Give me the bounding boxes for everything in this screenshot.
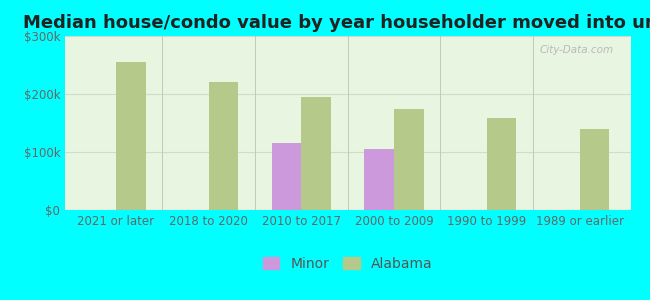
Bar [580,129,609,210]
Text: City-Data.com: City-Data.com [540,45,614,55]
Bar [365,149,394,210]
Title: Median house/condo value by year householder moved into unit: Median house/condo value by year househo… [23,14,650,32]
Bar [302,97,331,210]
Bar [487,118,517,210]
Bar [116,62,146,210]
Legend: Minor, Alabama: Minor, Alabama [257,251,438,276]
Bar [209,82,239,210]
Bar [272,143,302,210]
Bar [394,109,424,210]
